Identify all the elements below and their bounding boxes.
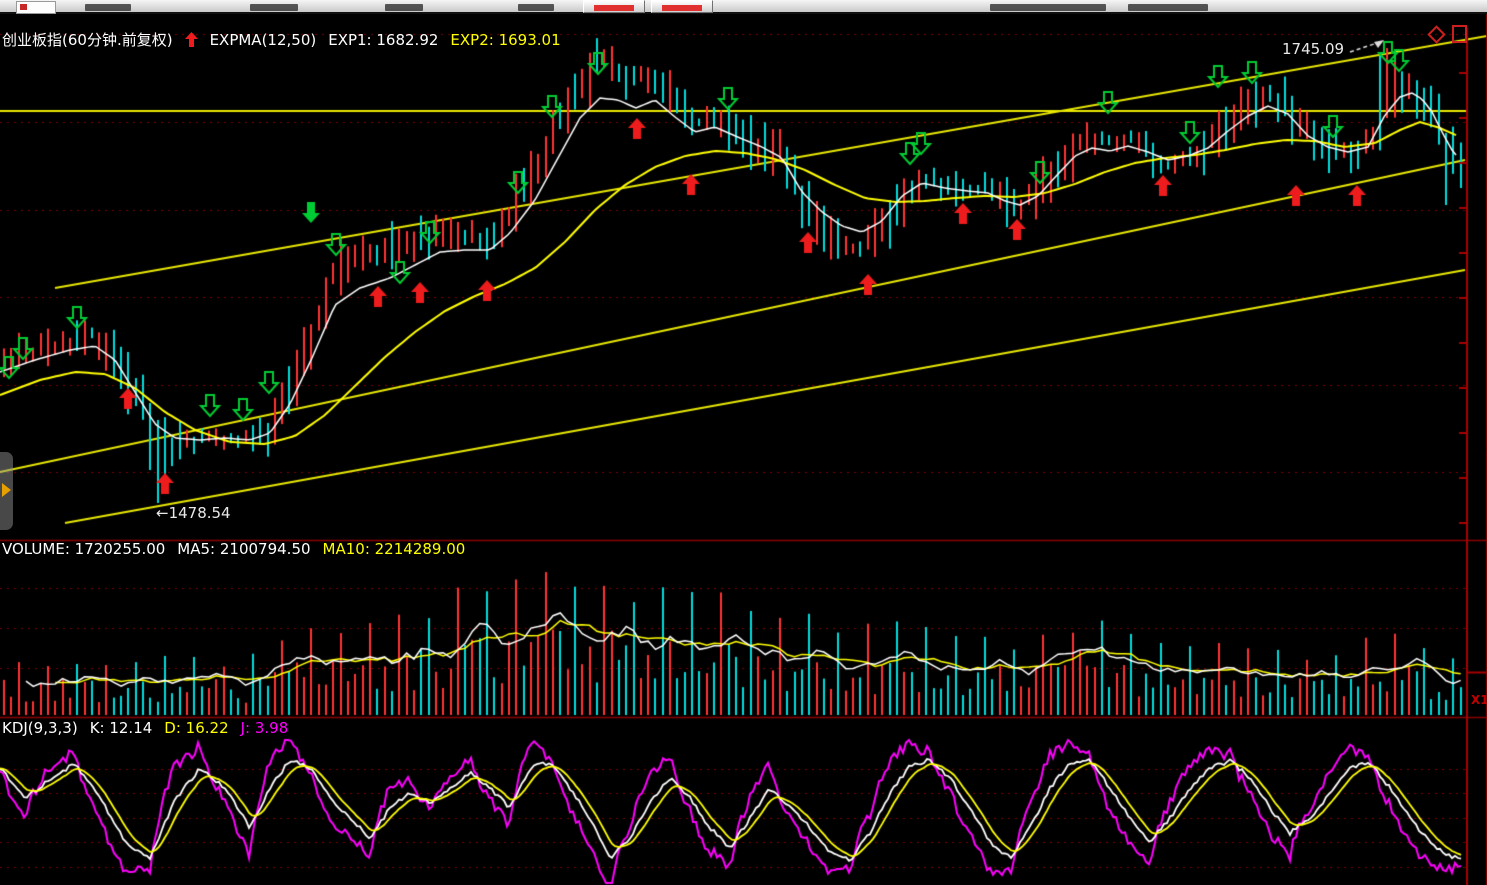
volume-header: VOLUME: 1720255.00 MA5: 2100794.50 MA10: 2… <box>2 540 477 558</box>
price-low-label: ←1478.54 <box>156 504 231 522</box>
menu-bar <box>0 0 1487 14</box>
red-button-label <box>662 4 702 11</box>
volume-value: VOLUME: 1720255.00 <box>2 540 166 558</box>
volume-ma10-value: MA10: 2214289.00 <box>322 540 466 558</box>
price-high-label: 1745.09 <box>1282 40 1345 58</box>
app-icon-glyph <box>20 4 27 10</box>
menu-red-button-2[interactable] <box>651 0 713 13</box>
exp2-value: EXP2: 1693.01 <box>450 31 561 49</box>
expand-arrow-icon <box>2 483 11 497</box>
menu-item-right-1[interactable] <box>990 4 1106 11</box>
kdj-label: KDJ(9,3,3) <box>2 719 78 737</box>
sidebar-expand-tab[interactable] <box>0 452 13 530</box>
x-axis-scale-label: X1 <box>1471 693 1487 707</box>
exp1-value: EXP1: 1682.92 <box>328 31 439 49</box>
up-arrow-icon <box>184 32 198 51</box>
chart-title: 创业板指(60分钟.前复权) <box>2 31 173 49</box>
main-chart-header: 创业板指(60分钟.前复权) EXPMA(12,50) EXP1: 1682.92 E… <box>2 29 573 51</box>
menu-item-1[interactable] <box>85 4 131 11</box>
menu-red-button-1[interactable] <box>583 0 645 13</box>
app-icon[interactable] <box>16 1 56 14</box>
kdj-j-value: J: 3.98 <box>240 719 289 737</box>
volume-ma5-value: MA5: 2100794.50 <box>177 540 311 558</box>
kdj-d-value: D: 16.22 <box>164 719 229 737</box>
menu-item-3[interactable] <box>385 4 423 11</box>
maximize-icon[interactable] <box>1452 25 1467 43</box>
menu-item-2[interactable] <box>250 4 298 11</box>
menu-item-right-2[interactable] <box>1128 4 1208 11</box>
kdj-header: KDJ(9,3,3) K: 12.14 D: 16.22 J: 3.98 <box>2 719 300 737</box>
menu-item-4[interactable] <box>518 4 554 11</box>
kdj-k-value: K: 12.14 <box>89 719 153 737</box>
red-button-label <box>594 4 634 11</box>
indicator-label: EXPMA(12,50) <box>209 31 317 49</box>
